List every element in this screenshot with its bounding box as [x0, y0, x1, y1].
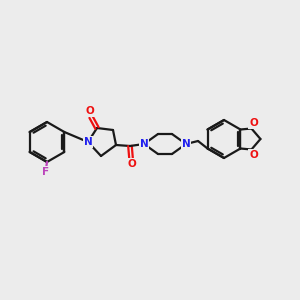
Text: N: N [182, 139, 190, 149]
Text: O: O [249, 149, 258, 160]
Text: O: O [85, 106, 94, 116]
Text: N: N [140, 139, 148, 149]
Text: F: F [42, 167, 50, 177]
Text: O: O [128, 159, 136, 169]
Text: O: O [249, 118, 258, 128]
Text: N: N [84, 137, 92, 147]
